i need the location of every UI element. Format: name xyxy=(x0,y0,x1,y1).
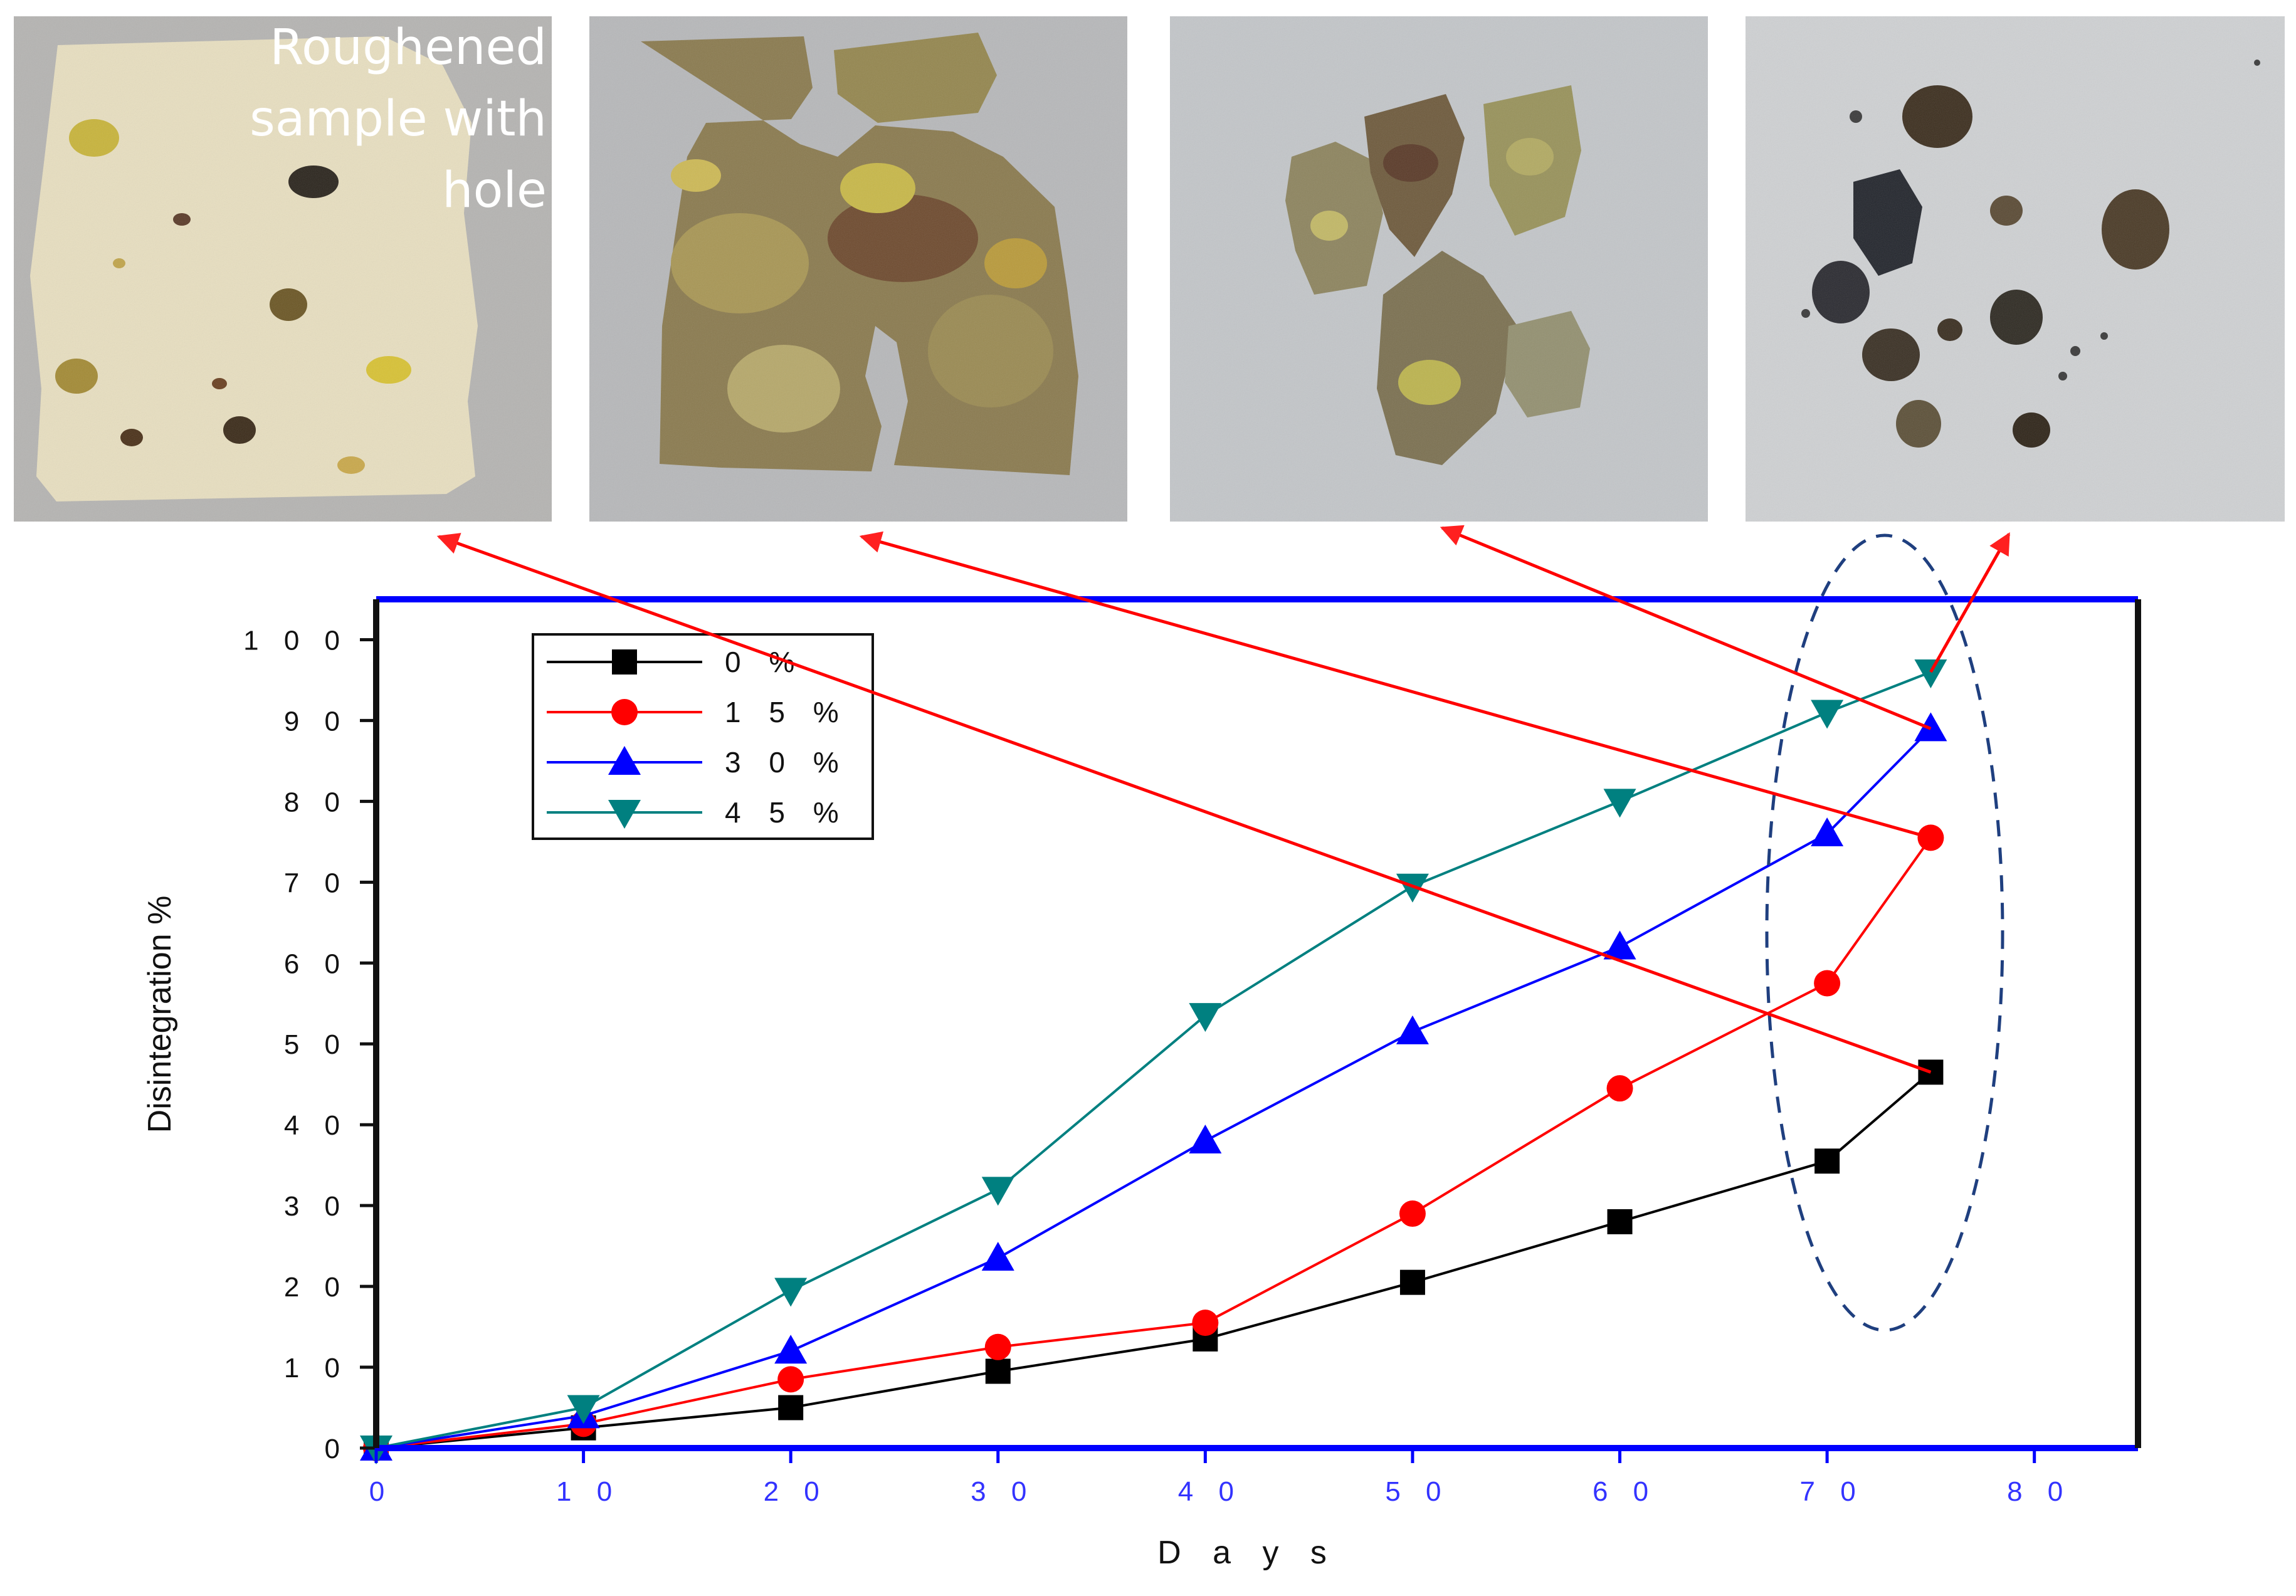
x-tick-label: 8 0 xyxy=(2007,1476,2072,1507)
legend-swatch-marker xyxy=(612,649,637,675)
annotation-arrow xyxy=(436,533,1932,1074)
data-point xyxy=(1811,700,1844,729)
data-point xyxy=(1399,1200,1426,1227)
sample-photo-2 xyxy=(589,16,1127,522)
data-point xyxy=(1914,712,1947,742)
axes-layer xyxy=(373,596,2141,1451)
data-point xyxy=(981,1241,1014,1271)
data-point xyxy=(778,1395,804,1420)
sample-photo-1: Roughened sample with hole xyxy=(14,16,552,522)
y-axis-title: Disintegration % xyxy=(142,896,178,1133)
x-tick-label: 0 xyxy=(369,1476,393,1507)
x-tick-label: 3 0 xyxy=(971,1476,1035,1507)
y-tick-label: 5 0 xyxy=(284,1029,349,1060)
legend-label: 3 0 % xyxy=(725,746,849,779)
data-point xyxy=(774,1278,808,1307)
ticks-layer: 0 1 0 2 0 3 0 4 0 5 0 6 0 7 0 8 0 9 0 1 0 0 0 1 0 2 0… xyxy=(243,625,2072,1507)
legend-swatch-marker xyxy=(611,699,638,725)
x-tick-label: 1 0 xyxy=(556,1476,621,1507)
y-tick-label: 1 0 xyxy=(284,1353,349,1383)
data-point xyxy=(1396,1015,1429,1044)
photo-caption-line: sample with xyxy=(250,91,547,147)
data-point xyxy=(1607,1209,1633,1234)
data-point xyxy=(1811,817,1844,846)
data-point xyxy=(774,1335,808,1364)
legend-entry: 1 5 % xyxy=(547,696,849,728)
legend-swatch-marker xyxy=(608,800,641,829)
data-point xyxy=(1603,789,1636,818)
y-tick-label: 7 0 xyxy=(284,868,349,898)
x-tick-label: 2 0 xyxy=(764,1476,828,1507)
x-tick-label: 7 0 xyxy=(1800,1476,1865,1507)
legend-box xyxy=(532,633,874,840)
data-point xyxy=(1396,873,1429,903)
data-point xyxy=(984,1333,1011,1360)
sample-photo-4 xyxy=(1746,16,2285,522)
y-tick-label: 8 0 xyxy=(284,787,349,817)
legend: 0 %1 5 %3 0 %4 5 % xyxy=(532,633,874,840)
legend-entry: 3 0 % xyxy=(547,746,849,779)
y-tick-label: 0 xyxy=(325,1434,349,1464)
y-tick-label: 1 0 0 xyxy=(243,625,349,656)
x-tick-label: 4 0 xyxy=(1178,1476,1243,1507)
data-point xyxy=(985,1358,1011,1384)
data-point xyxy=(1192,1310,1219,1336)
highlight-ellipse xyxy=(1765,533,2004,1332)
y-tick-label: 6 0 xyxy=(284,948,349,979)
data-point xyxy=(1603,930,1636,960)
annotation-arrow xyxy=(1440,525,1932,730)
annotation-arrow xyxy=(859,531,1932,839)
series-layer xyxy=(360,659,1947,1464)
legend-label: 1 5 % xyxy=(725,696,849,728)
y-tick-label: 9 0 xyxy=(284,706,349,737)
legend-entry: 4 5 % xyxy=(547,796,849,829)
data-point xyxy=(777,1366,804,1393)
y-tick-label: 3 0 xyxy=(284,1191,349,1222)
data-point xyxy=(1814,1148,1840,1174)
data-point xyxy=(1814,970,1841,997)
data-point xyxy=(1399,1269,1425,1295)
data-point xyxy=(1189,1003,1222,1032)
annotation-arrow xyxy=(1929,532,2011,673)
legend-swatch-marker xyxy=(608,746,641,775)
data-point xyxy=(981,1177,1014,1206)
disintegration-chart: 0 1 0 2 0 3 0 4 0 5 0 6 0 7 0 8 0 9 0 1 0 0 0 1 0 2 0… xyxy=(142,533,2141,1571)
y-tick-label: 4 0 xyxy=(284,1110,349,1141)
sample-photo-3 xyxy=(1170,16,1708,522)
data-point xyxy=(567,1395,600,1424)
arrows-layer xyxy=(436,525,2011,1074)
data-point xyxy=(1606,1075,1633,1102)
x-tick-label: 6 0 xyxy=(1593,1476,1657,1507)
photo-caption-line: hole xyxy=(442,162,547,219)
series-3 xyxy=(360,659,1947,1464)
photo-caption-line: Roughened xyxy=(270,19,547,76)
x-axis-title: D a y s xyxy=(1157,1535,1338,1571)
data-point xyxy=(1189,1124,1222,1153)
series-2 xyxy=(360,712,1947,1461)
y-tick-label: 2 0 xyxy=(284,1272,349,1303)
data-point xyxy=(1914,659,1947,689)
legend-label: 4 5 % xyxy=(725,796,849,829)
x-tick-label: 5 0 xyxy=(1385,1476,1450,1507)
